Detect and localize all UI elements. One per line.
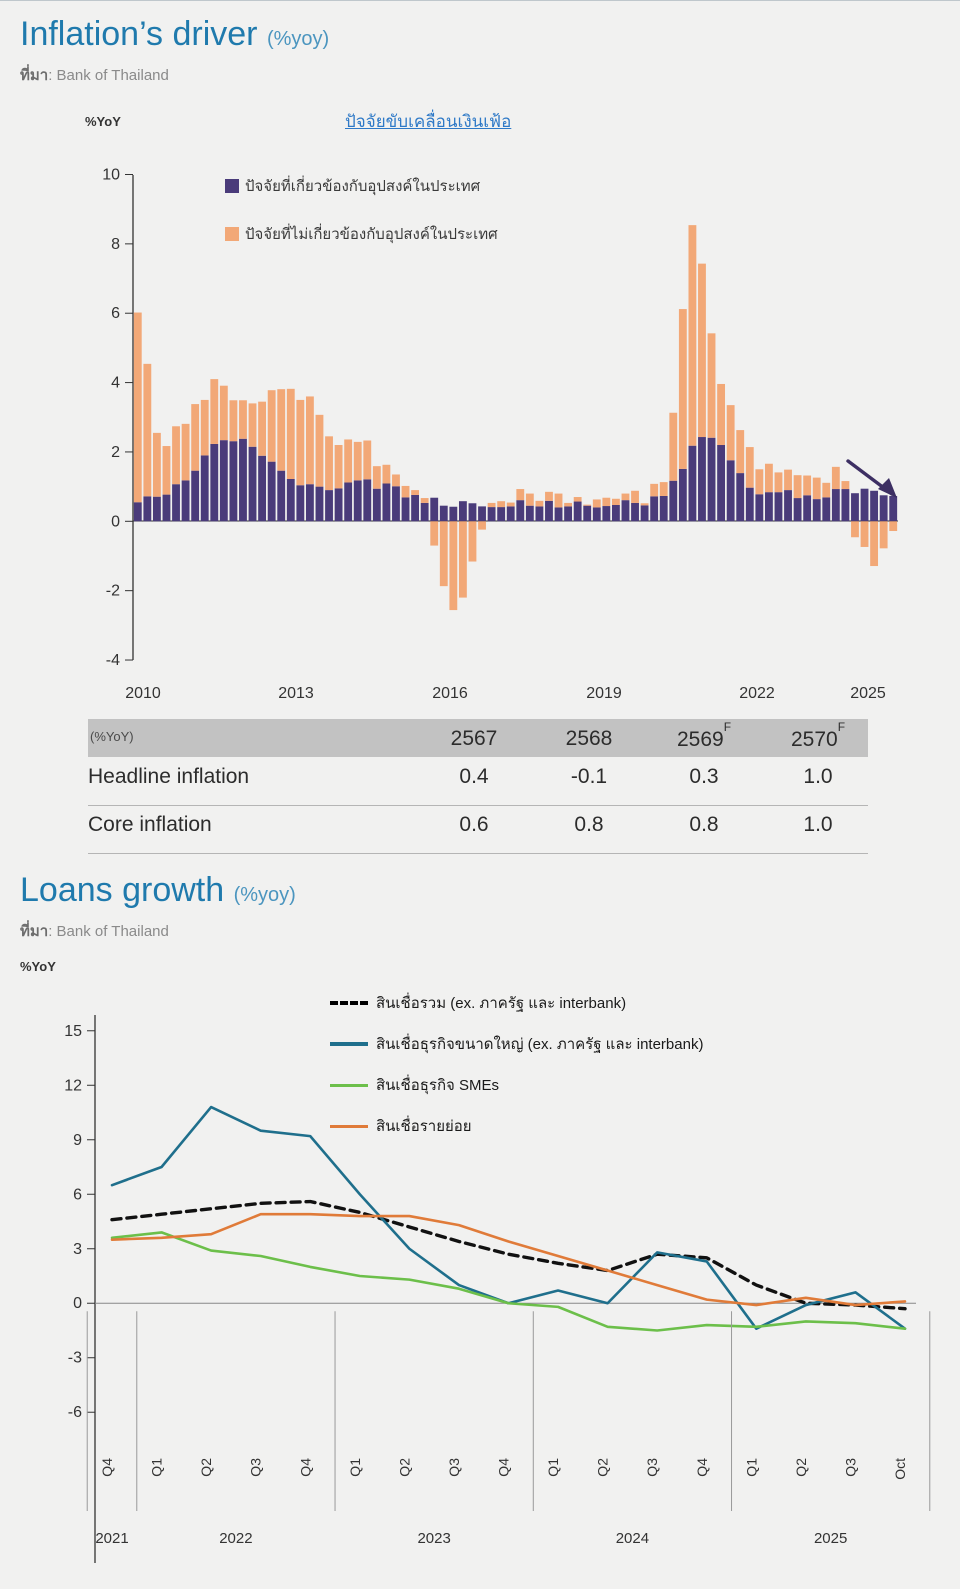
svg-text:Q4: Q4 [99,1458,115,1477]
svg-text:-3: -3 [68,1350,82,1367]
svg-text:Q1: Q1 [149,1458,165,1477]
svg-text:-4: -4 [106,652,120,669]
svg-text:12: 12 [64,1077,82,1094]
svg-text:2016: 2016 [432,685,468,702]
svg-text:Q4: Q4 [496,1458,512,1477]
svg-text:10: 10 [102,167,120,184]
svg-text:-6: -6 [68,1404,82,1421]
svg-text:Q2: Q2 [595,1458,611,1477]
svg-text:Q2: Q2 [198,1458,214,1477]
svg-text:Q3: Q3 [644,1458,660,1477]
svg-text:2013: 2013 [278,685,314,702]
svg-text:Q2: Q2 [793,1458,809,1477]
svg-text:2023: 2023 [417,1530,450,1547]
svg-text:15: 15 [64,1023,82,1040]
svg-text:4: 4 [111,375,120,392]
svg-text:3: 3 [73,1241,82,1258]
svg-text:Oct: Oct [892,1458,908,1480]
svg-text:Q2: Q2 [396,1458,412,1477]
svg-text:2021: 2021 [95,1530,128,1547]
svg-text:8: 8 [111,236,120,253]
svg-text:2022: 2022 [739,685,775,702]
svg-text:2019: 2019 [586,685,622,702]
svg-text:-2: -2 [106,583,120,600]
svg-text:0: 0 [111,513,120,530]
svg-text:Q1: Q1 [743,1458,759,1477]
svg-text:Q3: Q3 [248,1458,264,1477]
svg-text:Q3: Q3 [446,1458,462,1477]
svg-text:2025: 2025 [814,1530,847,1547]
svg-text:9: 9 [73,1132,82,1149]
svg-text:Q4: Q4 [297,1458,313,1477]
svg-text:6: 6 [73,1186,82,1203]
svg-text:Q1: Q1 [347,1458,363,1477]
svg-text:Q4: Q4 [694,1458,710,1477]
svg-text:2022: 2022 [219,1530,252,1547]
svg-text:2: 2 [111,444,120,461]
svg-text:2010: 2010 [125,685,161,702]
svg-text:Q3: Q3 [842,1458,858,1477]
svg-text:2024: 2024 [616,1530,649,1547]
svg-text:0: 0 [73,1295,82,1312]
svg-text:6: 6 [111,305,120,322]
svg-text:Q1: Q1 [545,1458,561,1477]
svg-text:2025: 2025 [850,685,886,702]
